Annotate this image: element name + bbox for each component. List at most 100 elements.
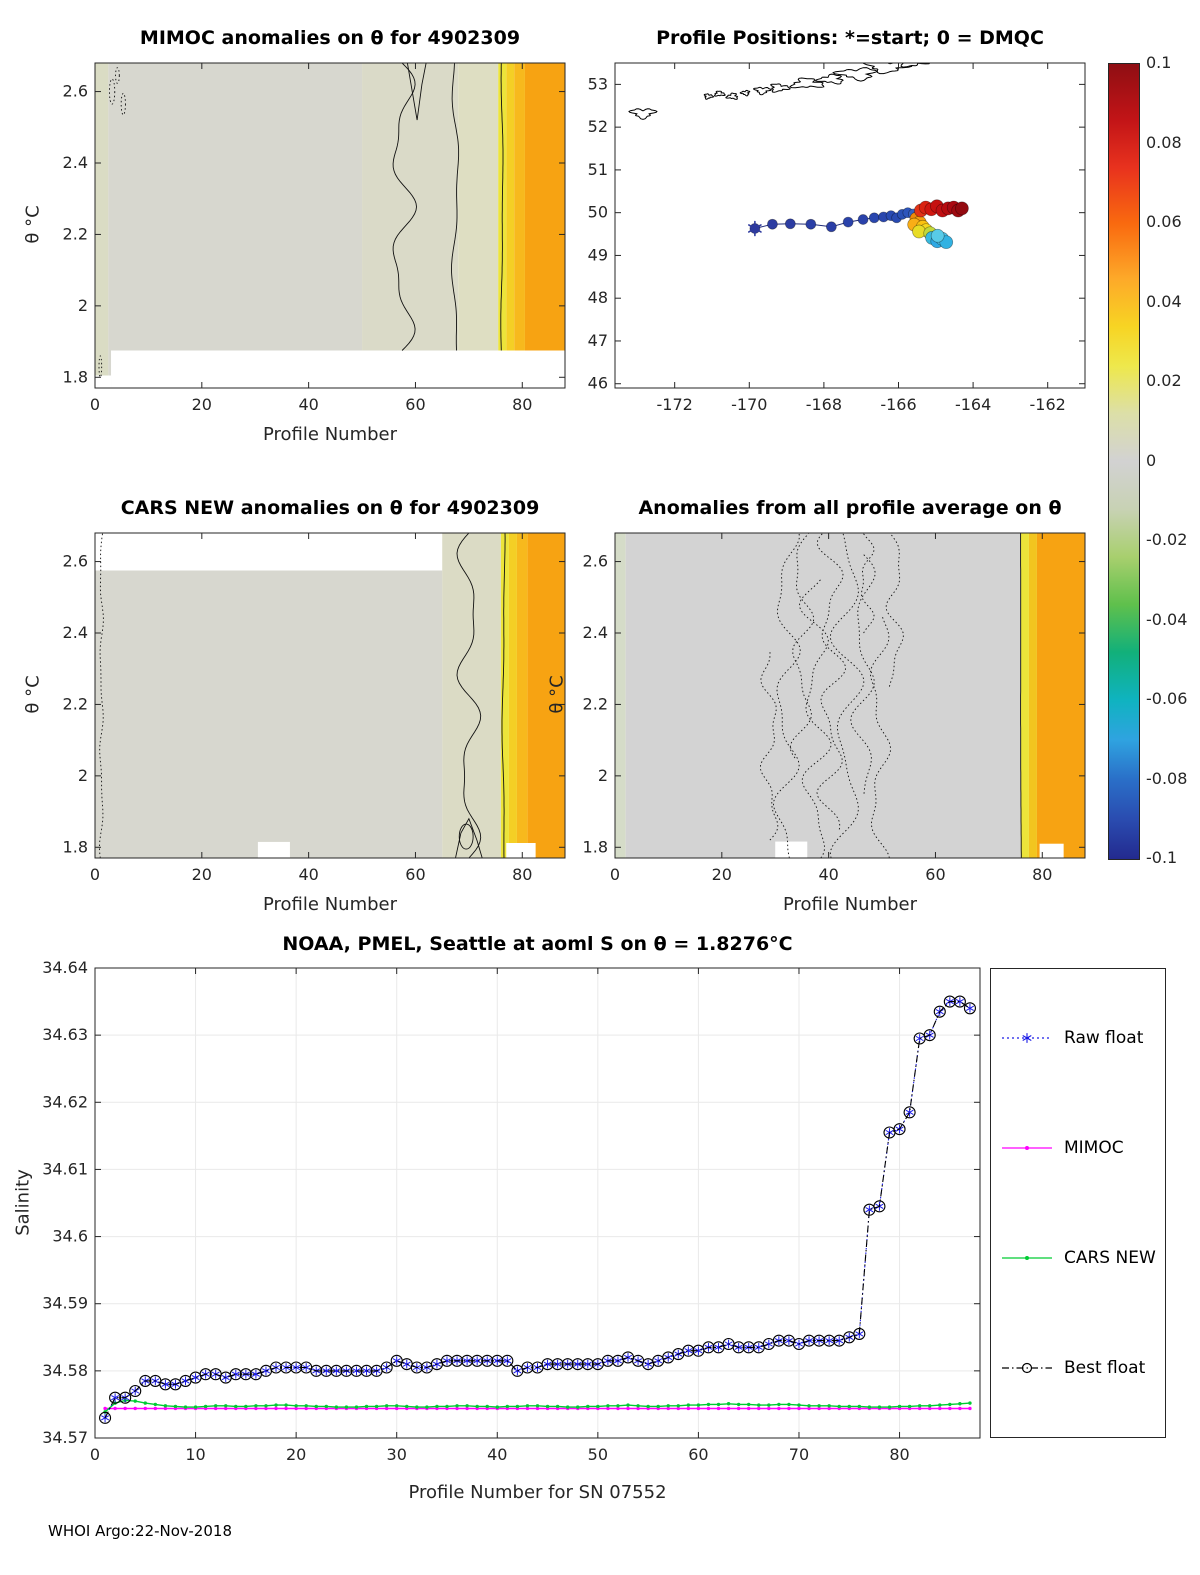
axes-box bbox=[614, 532, 1086, 859]
marker-circle-best-float bbox=[963, 1002, 976, 1015]
asterisk-marker bbox=[432, 1361, 441, 1367]
x-tick-label: 20 bbox=[712, 865, 732, 884]
marker-dot-cars-new bbox=[254, 1404, 258, 1408]
asterisk-marker bbox=[161, 1381, 170, 1387]
y-tick-label: 1.8 bbox=[583, 837, 608, 856]
marker-circle-best-float bbox=[109, 1391, 122, 1404]
y-tick-label: 34.62 bbox=[42, 1092, 88, 1111]
profile-position-marker bbox=[868, 212, 880, 224]
marker-dot-cars-new bbox=[425, 1405, 429, 1409]
marker-dot-mimoc bbox=[917, 1406, 922, 1411]
clip-mimoc-content bbox=[95, 63, 565, 388]
marker-circle-best-float bbox=[601, 1354, 614, 1367]
island-coastline bbox=[814, 73, 844, 85]
heat-band bbox=[95, 533, 443, 858]
marker-dot-mimoc bbox=[666, 1406, 670, 1411]
marker-dot-cars-new bbox=[777, 1402, 781, 1407]
marker-dot-cars-new bbox=[304, 1404, 308, 1408]
island-coastline bbox=[725, 92, 739, 100]
marker-dot-mimoc bbox=[103, 1406, 107, 1411]
contour-line bbox=[816, 533, 846, 830]
heat-band bbox=[362, 63, 459, 388]
marker-dot-cars-new bbox=[284, 1403, 288, 1407]
y-tick-label: 48 bbox=[588, 288, 608, 307]
marker-circle-best-float bbox=[461, 1354, 474, 1367]
marker-dot-mimoc bbox=[606, 1406, 610, 1411]
legend-item-best: Best float bbox=[991, 1358, 1165, 1378]
colorbar-tick-label: -0.04 bbox=[1146, 609, 1188, 629]
marker-circle-best-float bbox=[823, 1334, 836, 1347]
y-tick-label: 34.6 bbox=[52, 1227, 88, 1246]
allavg-ylabel: θ °C bbox=[546, 675, 568, 714]
marker-dot-cars-new bbox=[274, 1403, 278, 1407]
marker-dot-cars-new bbox=[757, 1403, 761, 1407]
marker-dot-cars-new bbox=[606, 1404, 610, 1408]
island-coastline bbox=[862, 63, 913, 75]
contour-loop bbox=[108, 78, 116, 105]
marker-dot-cars-new bbox=[344, 1405, 349, 1409]
clip-map-content bbox=[628, 63, 969, 250]
marker-dot-cars-new bbox=[686, 1403, 691, 1407]
marker-dot-cars-new bbox=[596, 1404, 600, 1409]
marker-dot-mimoc bbox=[113, 1406, 117, 1411]
colorbar bbox=[1108, 63, 1140, 860]
marker-dot-cars-new bbox=[646, 1404, 650, 1409]
y-tick-label: 34.64 bbox=[42, 958, 88, 977]
clip-cars-content bbox=[95, 533, 565, 858]
island-coastline bbox=[769, 83, 791, 93]
marker-dot-cars-new bbox=[867, 1405, 872, 1409]
island-coastline bbox=[832, 67, 878, 82]
asterisk-marker bbox=[463, 1358, 472, 1364]
axes-box bbox=[94, 62, 566, 389]
marker-dot-cars-new bbox=[666, 1404, 670, 1408]
contour-line bbox=[456, 533, 482, 858]
marker-dot-cars-new bbox=[545, 1404, 550, 1409]
marker-dot-cars-new bbox=[586, 1404, 590, 1409]
y-tick-label: 2.2 bbox=[63, 224, 88, 243]
marker-dot-cars-new bbox=[495, 1405, 499, 1409]
marker-dot-cars-new bbox=[505, 1404, 510, 1409]
legend-item-cars: CARS NEW bbox=[991, 1248, 1165, 1268]
contour-line bbox=[455, 817, 483, 858]
heat-band bbox=[1036, 533, 1085, 858]
marker-dot-mimoc bbox=[767, 1406, 771, 1411]
legend-item-raw: Raw float bbox=[991, 1028, 1165, 1048]
marker-dot-cars-new bbox=[797, 1403, 801, 1407]
profile-position-marker bbox=[784, 218, 796, 230]
marker-circle-best-float bbox=[159, 1378, 172, 1391]
marker-dot-mimoc bbox=[787, 1406, 791, 1411]
legend-sample-cars bbox=[1002, 1256, 1052, 1260]
asterisk-marker bbox=[362, 1368, 371, 1374]
asterisk-marker bbox=[322, 1368, 331, 1374]
asterisk-marker bbox=[352, 1368, 361, 1374]
marker-dot-mimoc bbox=[636, 1406, 640, 1411]
contour-line bbox=[392, 63, 417, 351]
profile-position-marker bbox=[767, 218, 778, 230]
x-tick-label: 30 bbox=[387, 1445, 407, 1464]
marker-dot-cars-new bbox=[183, 1405, 188, 1409]
marker-circle-best-float bbox=[551, 1358, 564, 1371]
marker-circle-best-float bbox=[340, 1364, 353, 1377]
asterisk-marker bbox=[553, 1361, 562, 1367]
cars-xlabel: Profile Number bbox=[263, 894, 397, 915]
x-tick-label: 0 bbox=[90, 865, 100, 884]
asterisk-marker bbox=[583, 1361, 592, 1367]
marker-dot-cars-new bbox=[656, 1404, 660, 1409]
y-tick-label: 50 bbox=[588, 203, 608, 222]
marker-circle-best-float bbox=[903, 1106, 916, 1119]
salinity-xlabel: Profile Number for SN 07552 bbox=[408, 1482, 667, 1503]
marker-circle-best-float bbox=[199, 1368, 212, 1381]
marker-dot-mimoc bbox=[525, 1406, 530, 1411]
marker-circle-best-float bbox=[491, 1354, 504, 1367]
island-coastline bbox=[900, 63, 931, 68]
marker-dot-mimoc bbox=[726, 1406, 731, 1411]
blank-region bbox=[775, 841, 808, 858]
legend-marker bbox=[1025, 1256, 1029, 1260]
heat-band bbox=[95, 63, 109, 388]
y-tick-label: 2.6 bbox=[63, 82, 88, 101]
contour-line bbox=[501, 533, 506, 858]
heat-band bbox=[527, 533, 565, 858]
marker-circle-best-float bbox=[933, 1005, 946, 1018]
legend-item-label: CARS NEW bbox=[1064, 1248, 1156, 1268]
marker-dot-mimoc bbox=[535, 1406, 540, 1411]
